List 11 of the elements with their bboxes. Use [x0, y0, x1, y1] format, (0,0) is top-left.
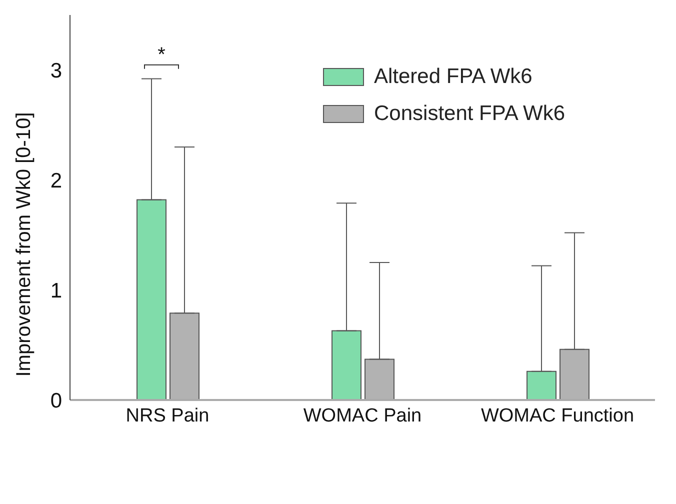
x-tick-label: NRS Pain: [126, 405, 210, 426]
y-tick-label: 1: [50, 279, 62, 302]
y-axis-title: Improvement from Wk0 [0-10]: [13, 112, 35, 377]
x-tick-label: WOMAC Pain: [303, 405, 422, 426]
y-tick-label: 3: [50, 59, 62, 82]
x-tick-label: WOMAC Function: [480, 405, 634, 426]
legend-label: Consistent FPA Wk6: [374, 102, 566, 126]
y-tick-label: 0: [50, 389, 62, 412]
legend-label: Altered FPA Wk6: [374, 64, 532, 88]
annotation: *: [158, 44, 166, 66]
y-tick-label: 2: [50, 169, 62, 192]
